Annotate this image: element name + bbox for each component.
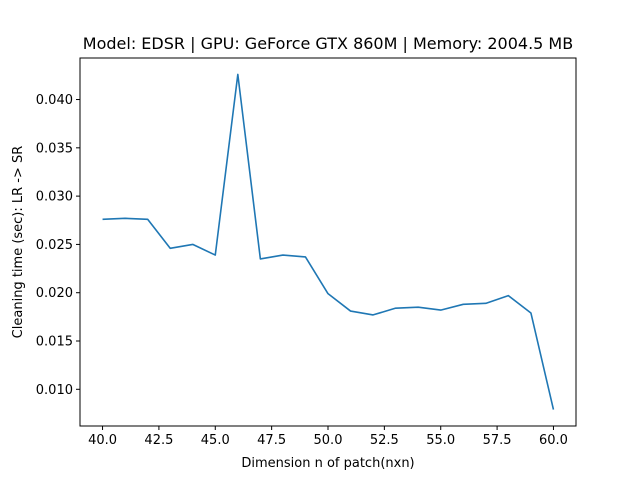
x-tick-label: 60.0 (539, 433, 568, 448)
y-tick-label: 0.040 (36, 93, 73, 108)
x-tick-label: 52.5 (370, 433, 399, 448)
series-line-0 (102, 73, 555, 410)
x-tick-label: 45.0 (201, 433, 230, 448)
x-tick-label: 55.0 (426, 433, 455, 448)
x-tick-label: 57.5 (483, 433, 512, 448)
x-tick-label: 50.0 (314, 433, 343, 448)
y-axis-label: Cleaning time (sec): LR -> SR (11, 146, 26, 339)
y-tick-label: 0.020 (36, 286, 73, 301)
x-tick-label: 42.5 (144, 433, 173, 448)
y-tick-label: 0.035 (36, 141, 73, 156)
x-axis-label: Dimension n of patch(nxn) (241, 456, 414, 471)
chart-title: Model: EDSR | GPU: GeForce GTX 860M | Me… (83, 34, 573, 53)
x-tick-label: 47.5 (257, 433, 286, 448)
plot-area: 40.0 42.5 45.0 47.5 50.0 52.5 55.0 57.5 60.0 0.01… (36, 57, 577, 448)
y-tick-label: 0.025 (36, 238, 73, 253)
y-tick-label: 0.015 (36, 335, 73, 350)
y-tick-label: 0.010 (36, 383, 73, 398)
axes-frame (79, 57, 577, 427)
y-tick-label: 0.030 (36, 190, 73, 205)
x-tick-label: 40.0 (88, 433, 117, 448)
